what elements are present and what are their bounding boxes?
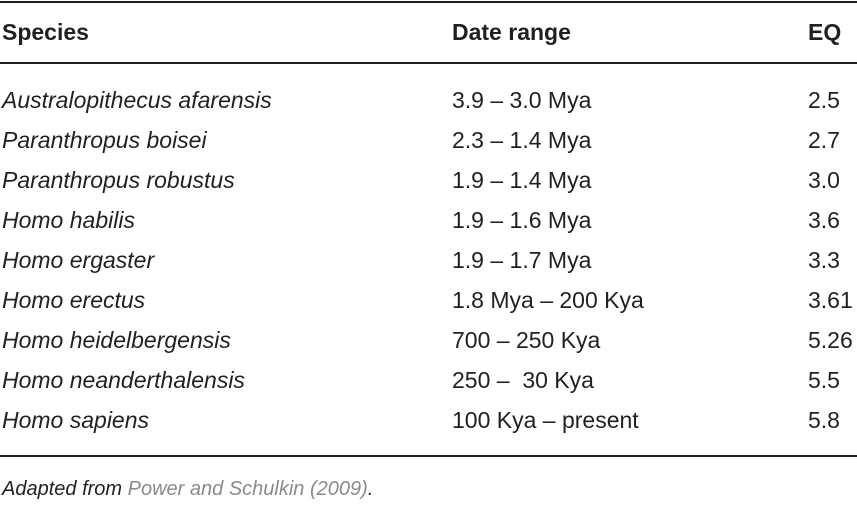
footnote: Adapted from Power and Schulkin (2009). (2, 478, 373, 501)
top-rule (0, 1, 857, 3)
species-cell: Homo habilis (2, 207, 135, 233)
date-cell: 1.9 – 1.4 Mya (452, 167, 592, 193)
eq-cell: 5.8 (808, 407, 840, 433)
citation-link[interactable]: Power and Schulkin (2009) (127, 478, 368, 500)
species-cell: Homo heidelbergensis (2, 327, 231, 353)
bottom-rule (0, 455, 857, 457)
species-cell: Homo ergaster (2, 247, 155, 273)
eq-cell: 3.0 (808, 167, 840, 193)
eq-cell: 2.5 (808, 87, 840, 113)
header-rule (0, 62, 857, 64)
species-cell: Homo sapiens (2, 407, 150, 433)
eq-cell: 3.6 (808, 207, 840, 233)
footnote-text: Adapted from (2, 478, 123, 500)
date-cell: 250 – 30 Kya (452, 367, 594, 393)
footnote-text: . (367, 478, 374, 500)
species-cell: Paranthropus robustus (2, 167, 235, 193)
date-cell: 2.3 – 1.4 Mya (452, 127, 592, 153)
eq-cell: 5.26 (808, 327, 853, 353)
eq-cell: 2.7 (808, 127, 840, 153)
species-cell: Homo erectus (2, 287, 146, 313)
eq-cell: 3.61 (808, 287, 853, 313)
column-header: Species (2, 19, 89, 45)
eq-cell: 3.3 (808, 247, 840, 273)
date-cell: 1.9 – 1.6 Mya (452, 207, 592, 233)
date-cell: 700 – 250 Kya (452, 327, 601, 353)
date-cell: 3.9 – 3.0 Mya (452, 87, 592, 113)
date-cell: 100 Kya – present (452, 407, 639, 433)
column-header: EQ (808, 19, 842, 45)
date-cell: 1.9 – 1.7 Mya (452, 247, 592, 273)
species-cell: Paranthropus boisei (2, 127, 207, 153)
date-cell: 1.8 Mya – 200 Kya (452, 287, 644, 313)
column-header: Date range (452, 19, 571, 45)
species-cell: Homo neanderthalensis (2, 367, 245, 393)
eq-cell: 5.5 (808, 367, 840, 393)
species-cell: Australopithecus afarensis (2, 87, 272, 113)
